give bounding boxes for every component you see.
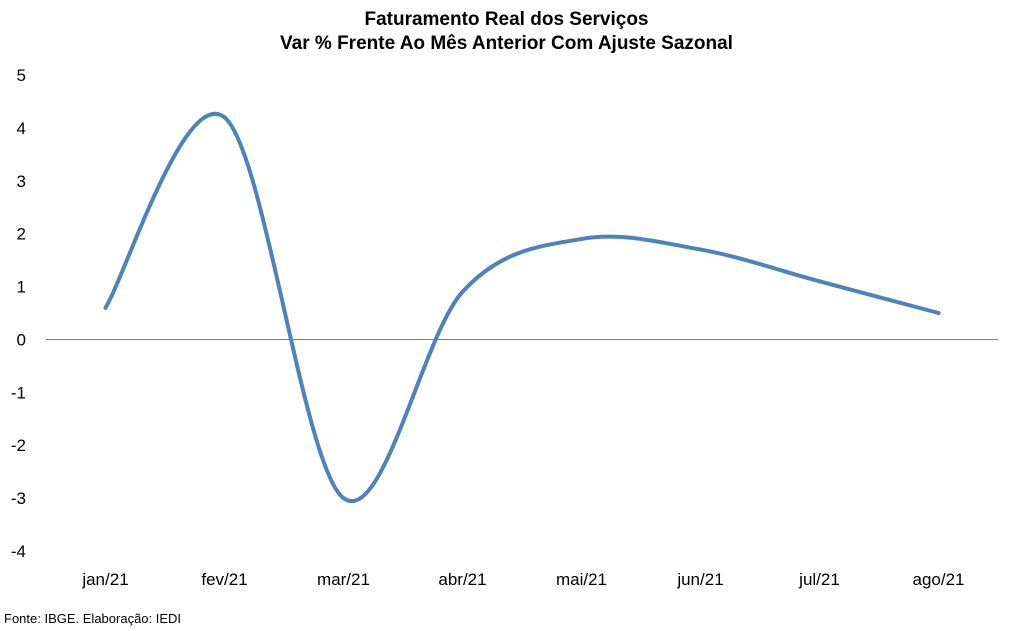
y-tick-label: -2 [11,436,26,455]
y-tick-label: -4 [11,542,26,561]
data-point-jan-21 [103,305,108,310]
x-tick-label: fev/21 [201,570,247,589]
x-tick-label: mai/21 [556,570,607,589]
data-point-mar-21 [341,496,346,501]
y-tick-label: 5 [17,66,26,85]
data-point-abr-21 [460,289,465,294]
plot-area [103,111,941,503]
data-point-fev-21 [222,115,227,120]
y-tick-label: 0 [17,330,26,349]
data-point-jul-21 [817,279,822,284]
x-tick-label: abr/21 [438,570,486,589]
y-tick-label: 1 [17,278,26,297]
y-tick-label: 2 [17,225,26,244]
x-tick-label: mar/21 [317,570,370,589]
chart-title-line1: Faturamento Real dos Serviços [364,9,649,30]
y-tick-label: 3 [17,172,26,191]
x-tick-label: jul/21 [798,570,840,589]
chart-subtitle: Var % Frente Ao Mês Anterior Com Ajuste … [280,33,733,54]
series-line [103,111,941,503]
x-tick-label: ago/21 [913,570,965,589]
chart-title: Faturamento Real dos Serviços Var % Fren… [0,8,1013,56]
x-axis: jan/21 fev/21 mar/21 abr/21 mai/21 jun/21 jul/… [81,570,964,589]
source-note: Fonte: IBGE. Elaboração: IEDI [4,611,182,626]
x-tick-label: jun/21 [676,570,723,589]
x-tick-label: jan/21 [81,570,128,589]
data-point-ago-21 [936,311,941,315]
y-tick-label: -3 [11,489,26,508]
data-point-jun-21 [698,247,703,252]
data-point-mai-21 [579,236,584,241]
y-axis: 5 4 3 2 1 0 -1 -2 -3 -4 [11,66,998,561]
y-tick-label: 4 [17,119,26,138]
y-tick-label: -1 [11,383,26,402]
